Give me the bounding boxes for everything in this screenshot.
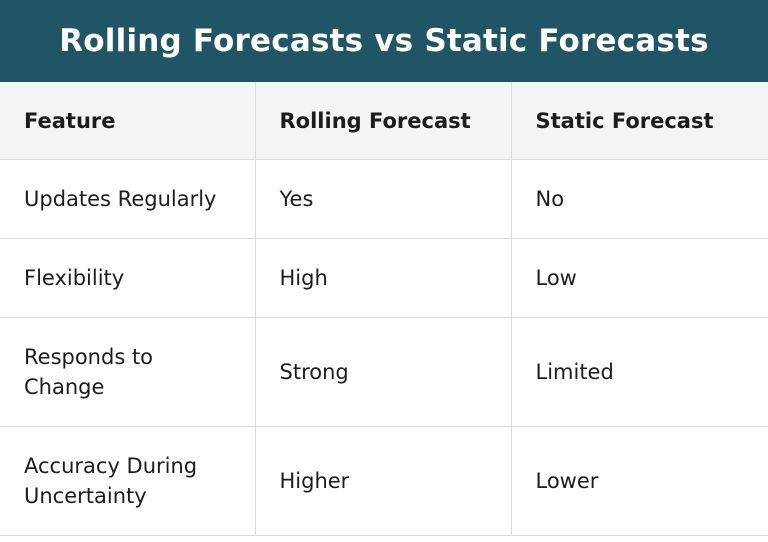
table-cell: Limited (510, 317, 768, 427)
table-cell: Yes (254, 159, 512, 239)
table-cell: Responds to Change (0, 317, 256, 427)
column-header: Feature (0, 82, 256, 160)
table-cell: Accuracy During Uncertainty (0, 426, 256, 536)
table-row: Accuracy During Uncertainty Higher Lower (0, 426, 768, 536)
table-cell: Higher (254, 426, 512, 536)
table-cell: Flexibility (0, 238, 256, 318)
header-row: Feature Rolling Forecast Static Forecast (0, 82, 768, 160)
table-row: Flexibility High Low (0, 238, 768, 318)
table-cell: Lower (510, 426, 768, 536)
table-cell: Strong (254, 317, 512, 427)
comparison-table: Feature Rolling Forecast Static Forecast U… (0, 82, 768, 536)
table-cell: Updates Regularly (0, 159, 256, 239)
column-header: Rolling Forecast (254, 82, 512, 160)
table-row: Updates Regularly Yes No (0, 159, 768, 239)
table-row: Responds to Change Strong Limited (0, 317, 768, 427)
table-cell: High (254, 238, 512, 318)
title-banner: Rolling Forecasts vs Static Forecasts (0, 0, 768, 82)
column-header: Static Forecast (510, 82, 768, 160)
table-cell: Low (510, 238, 768, 318)
table-cell: No (510, 159, 768, 239)
title: Rolling Forecasts vs Static Forecasts (59, 23, 709, 59)
